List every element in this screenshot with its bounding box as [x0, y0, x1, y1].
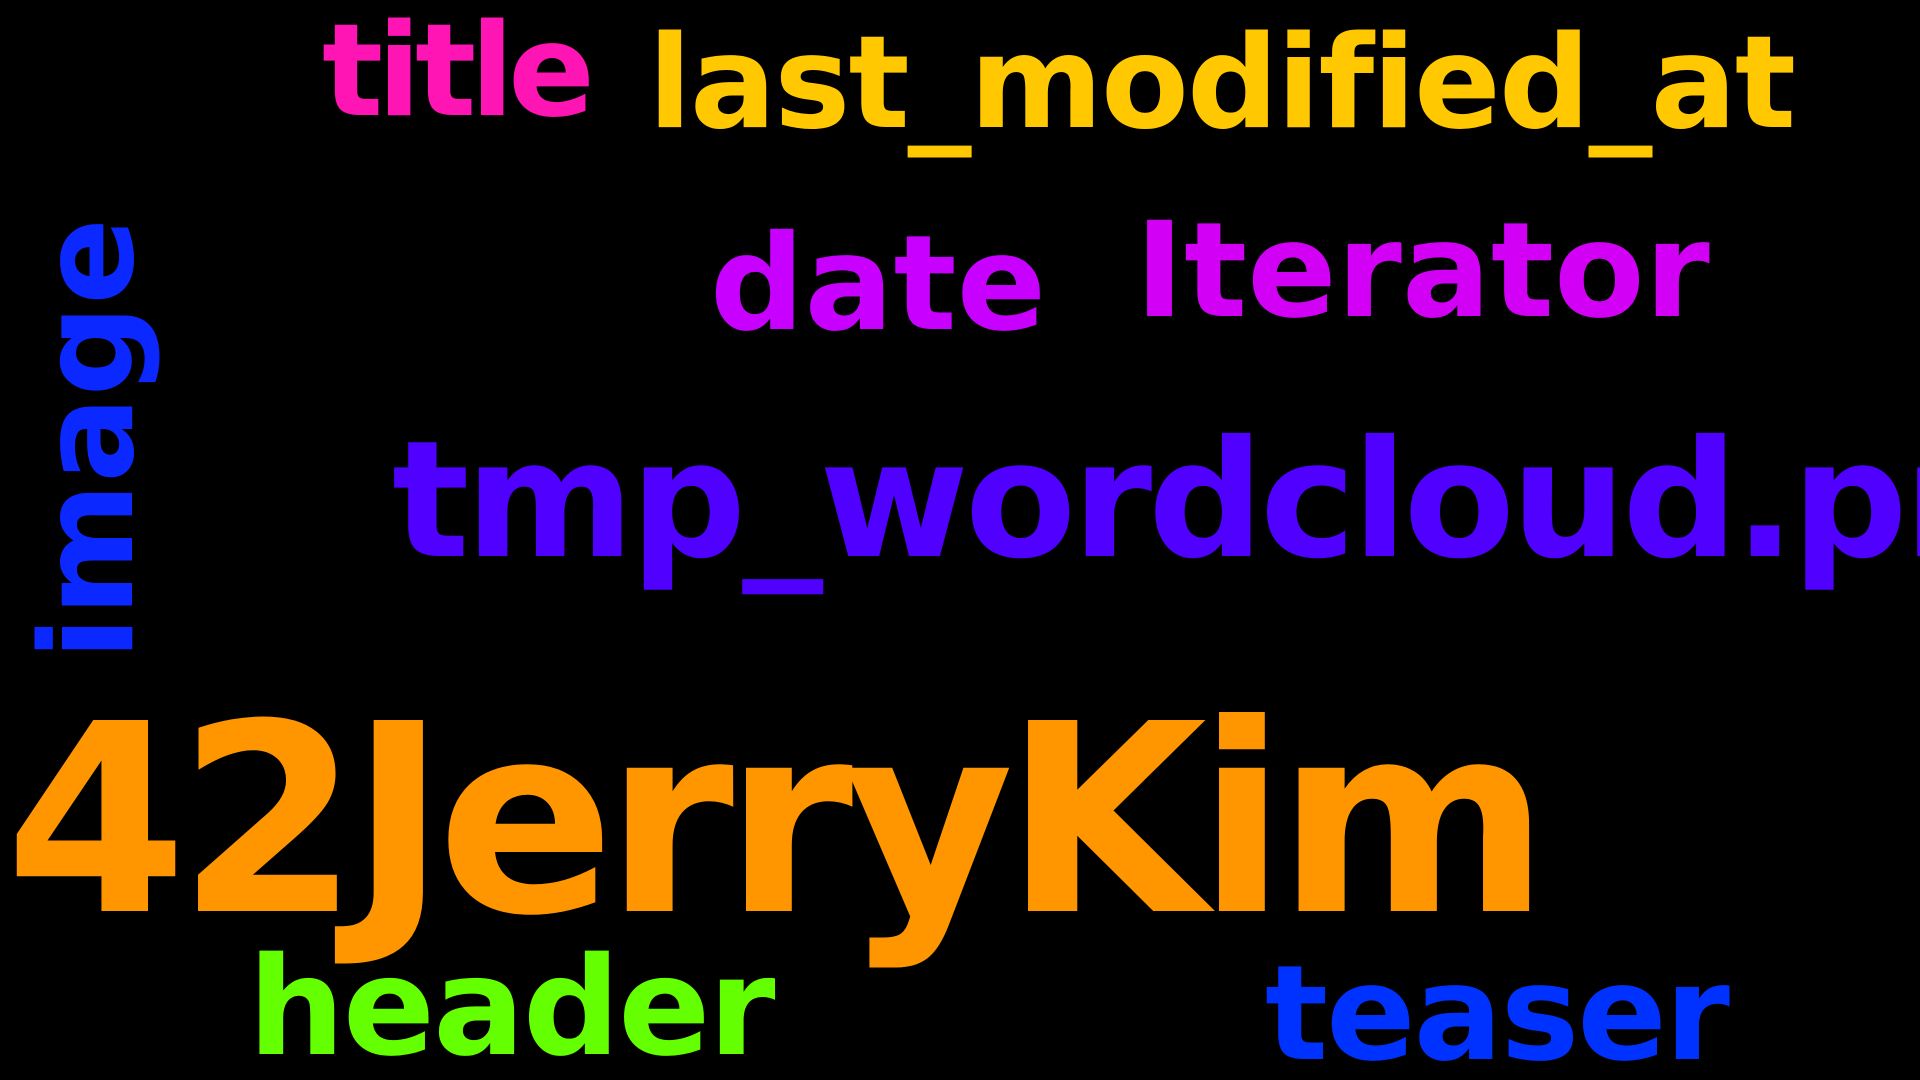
word-image: image: [14, 217, 163, 660]
word-tmp-wordcloud-png: tmp_wordcloud.png: [392, 407, 1920, 595]
word-header: header: [248, 929, 775, 1080]
word-title: title: [322, 0, 595, 146]
word-date: date: [710, 207, 1047, 361]
word-iterator: Iterator: [1135, 194, 1710, 348]
word-last-modified-at: last_modified_at: [648, 9, 1796, 158]
word-teaser: teaser: [1265, 937, 1730, 1080]
word-42jerrykim: 42JerryKim: [5, 668, 1550, 973]
